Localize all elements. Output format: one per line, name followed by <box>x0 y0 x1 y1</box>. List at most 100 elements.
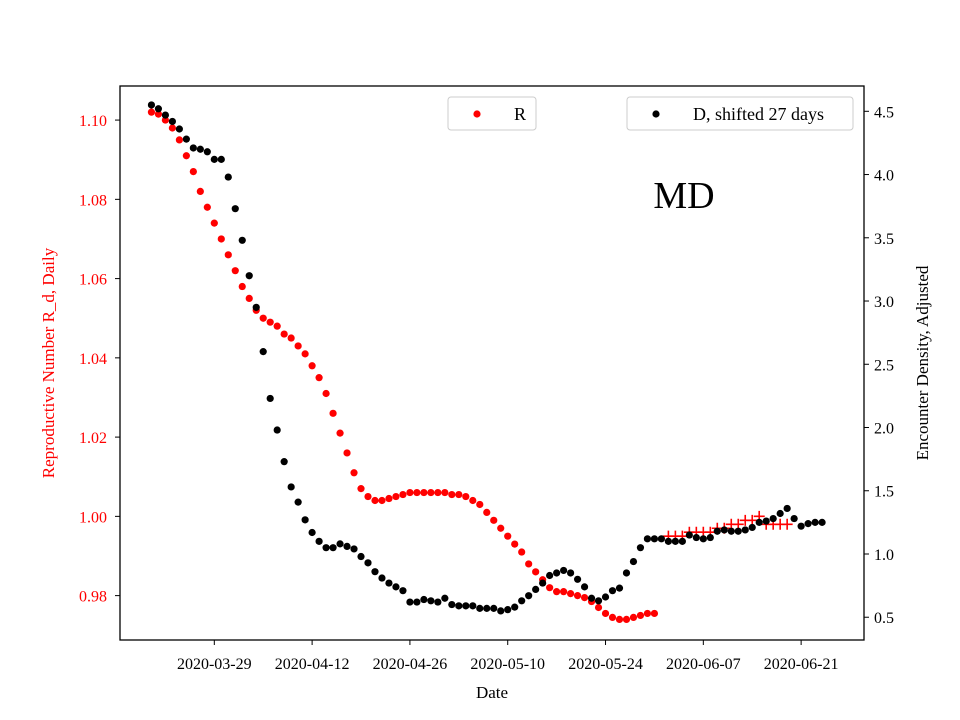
d-shifted-27-days-point <box>455 602 463 610</box>
d-shifted-27-days-point <box>580 583 589 591</box>
d-shifted-27-days-point <box>301 516 309 524</box>
legend-d-marker <box>652 110 660 118</box>
r-point <box>476 500 484 509</box>
y-left-tick-label: 1.10 <box>79 113 107 130</box>
d-shifted-27-days-point <box>315 537 323 545</box>
d-shifted-27-days-point <box>713 527 721 535</box>
d-shifted-27-days-point <box>553 569 561 577</box>
r-point <box>343 449 351 457</box>
r-point <box>224 251 232 259</box>
d-shifted-27-days-point <box>399 587 407 595</box>
d-shifted-27-days-point <box>245 272 253 280</box>
y-left-tick-label: 1.04 <box>79 351 107 368</box>
r-point <box>308 362 316 370</box>
x-tick-label: 2020-03-29 <box>177 656 252 673</box>
d-shifted-27-days-point <box>629 557 638 566</box>
d-shifted-27-days-point <box>678 537 686 545</box>
y-right-tick-label: 2.5 <box>874 357 894 374</box>
d-shifted-27-days-point <box>154 105 163 113</box>
r-point <box>280 330 288 338</box>
d-shifted-27-days-point <box>539 579 547 587</box>
r-point <box>231 267 239 275</box>
legend-d-label: D, shifted 27 days <box>693 104 824 124</box>
plot-frame <box>119 85 865 641</box>
d-shifted-27-days-point <box>147 101 156 109</box>
d-shifted-27-days-point <box>573 575 582 583</box>
r-point <box>378 496 386 505</box>
r-point <box>427 488 435 497</box>
r-point <box>580 593 589 602</box>
r-point <box>238 282 246 291</box>
y-axis-left: 0.98 1.00 1.02 1.04 1.06 1.08 1.10 <box>79 113 120 606</box>
r-point <box>182 152 190 160</box>
r-point <box>196 187 204 196</box>
r-point <box>643 609 652 618</box>
d-shifted-27-days-point <box>203 148 211 156</box>
d-shifted-27-days-point <box>566 569 575 577</box>
r-point <box>294 342 302 350</box>
d-shifted-27-days-point <box>196 145 204 153</box>
r-point <box>497 524 505 532</box>
r-point <box>315 374 323 382</box>
r-point <box>546 584 554 592</box>
d-shifted-27-days-point <box>189 144 197 152</box>
y-right-tick-label: 3.5 <box>874 231 894 248</box>
x-tick-label: 2020-06-07 <box>666 656 741 673</box>
d-shifted-27-days-point <box>511 603 519 611</box>
r-point <box>490 516 498 524</box>
d-shifted-27-days-point <box>727 527 735 535</box>
r-point <box>287 334 295 342</box>
d-shifted-27-days-point <box>273 426 281 434</box>
r-point <box>357 485 365 493</box>
d-shifted-27-days-point <box>748 523 756 532</box>
d-shifted-27-days-point <box>546 571 554 580</box>
d-shifted-27-days-point <box>790 514 798 523</box>
legend-r-label: R <box>514 104 526 124</box>
d-shifted-27-days-point <box>497 607 505 615</box>
d-shifted-27-days-point <box>385 579 393 587</box>
x-tick-label: 2020-05-10 <box>470 656 545 673</box>
d-shifted-27-days-point <box>266 394 274 403</box>
legend-r-box <box>447 96 537 131</box>
r-point <box>469 496 477 505</box>
d-shifted-27-days-point <box>329 544 337 552</box>
d-shifted-27-days-point <box>413 598 421 606</box>
y-axis-right: 0.5 1.0 1.5 2.0 2.5 3.0 3.5 4.0 4.5 <box>864 104 894 627</box>
series-layer <box>147 101 826 623</box>
r-point <box>532 568 540 576</box>
r-point <box>203 203 211 211</box>
y-right-tick-label: 4.0 <box>874 168 894 185</box>
d-shifted-27-days-point <box>259 348 267 356</box>
y-right-tick-label: 1.0 <box>874 547 894 564</box>
y-right-tick-label: 2.0 <box>874 421 894 438</box>
d-shifted-27-days-point <box>483 604 491 612</box>
d-shifted-27-days-point <box>441 594 449 602</box>
r-point <box>413 488 421 497</box>
r-point <box>189 167 197 176</box>
d-shifted-27-days-point <box>615 584 624 592</box>
d-shifted-27-days-point <box>322 544 330 552</box>
d-shifted-27-days-point <box>741 526 749 534</box>
x-tick-label: 2020-06-21 <box>764 656 839 673</box>
r-point <box>392 492 400 501</box>
r-point <box>525 560 533 568</box>
r-point <box>518 548 526 556</box>
r-point <box>385 494 393 503</box>
legend-r: R <box>447 96 537 131</box>
r-point <box>406 488 414 497</box>
r-point <box>350 469 358 477</box>
r-point <box>154 110 163 118</box>
d-shifted-27-days-point <box>657 535 666 543</box>
d-shifted-27-days-point <box>371 568 379 576</box>
y-right-tick-label: 1.5 <box>874 484 894 501</box>
r-point <box>399 490 407 499</box>
d-shifted-27-days-point <box>685 531 693 539</box>
d-shifted-27-days-point <box>280 458 288 466</box>
d-shifted-27-days-point <box>525 592 533 600</box>
r-point <box>441 488 449 497</box>
r-point <box>622 615 631 623</box>
d-shifted-27-days-point <box>804 520 812 528</box>
d-shifted-27-days-point <box>462 602 470 610</box>
d-shifted-27-days-point <box>406 598 414 606</box>
